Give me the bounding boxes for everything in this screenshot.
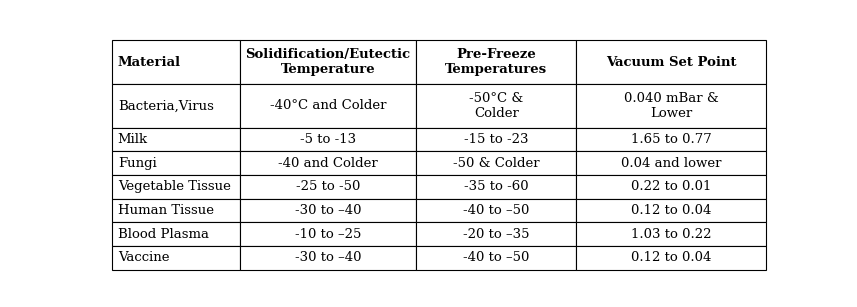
Bar (112, 175, 240, 199)
Text: Material: Material (117, 56, 181, 69)
Text: Bacteria,Virus: Bacteria,Virus (117, 99, 213, 112)
Bar (417, 151, 577, 175)
Text: -30 to –40: -30 to –40 (295, 204, 362, 217)
Bar (577, 84, 766, 128)
Bar (112, 128, 240, 151)
Bar (577, 151, 766, 175)
Text: 0.12 to 0.04: 0.12 to 0.04 (631, 204, 711, 217)
Text: -50°C &
Colder: -50°C & Colder (470, 92, 524, 120)
Bar (577, 41, 766, 84)
Bar (417, 175, 577, 199)
Bar (112, 84, 240, 128)
Bar (240, 128, 417, 151)
Text: Blood Plasma: Blood Plasma (117, 228, 209, 241)
Text: 0.12 to 0.04: 0.12 to 0.04 (631, 251, 711, 264)
Bar (577, 128, 766, 151)
Text: Vaccine: Vaccine (117, 251, 169, 264)
Text: 0.22 to 0.01: 0.22 to 0.01 (631, 181, 711, 193)
Text: -40 to –50: -40 to –50 (464, 251, 530, 264)
Text: -20 to –35: -20 to –35 (463, 228, 530, 241)
Bar (112, 222, 240, 246)
Bar (112, 199, 240, 222)
Bar (417, 199, 577, 222)
Text: -35 to -60: -35 to -60 (464, 181, 529, 193)
Text: Fungi: Fungi (117, 157, 157, 170)
Text: Human Tissue: Human Tissue (117, 204, 213, 217)
Text: Vegetable Tissue: Vegetable Tissue (117, 181, 231, 193)
Text: -5 to -13: -5 to -13 (300, 133, 357, 146)
Bar (417, 128, 577, 151)
Bar (240, 84, 417, 128)
Bar (417, 41, 577, 84)
Text: -50 & Colder: -50 & Colder (453, 157, 540, 170)
Text: -40°C and Colder: -40°C and Colder (270, 99, 387, 112)
Bar (112, 246, 240, 270)
Text: 0.04 and lower: 0.04 and lower (621, 157, 722, 170)
Bar (240, 246, 417, 270)
Text: Vacuum Set Point: Vacuum Set Point (606, 56, 736, 69)
Bar (240, 41, 417, 84)
Bar (577, 246, 766, 270)
Text: Pre-Freeze
Temperatures: Pre-Freeze Temperatures (446, 48, 548, 76)
Text: -30 to –40: -30 to –40 (295, 251, 362, 264)
Bar (417, 246, 577, 270)
Text: -10 to –25: -10 to –25 (295, 228, 362, 241)
Text: -25 to -50: -25 to -50 (296, 181, 360, 193)
Bar (577, 199, 766, 222)
Bar (112, 41, 240, 84)
Text: Milk: Milk (117, 133, 148, 146)
Bar (240, 151, 417, 175)
Text: -40 to –50: -40 to –50 (464, 204, 530, 217)
Text: Solidification/Eutectic
Temperature: Solidification/Eutectic Temperature (246, 48, 411, 76)
Text: -15 to -23: -15 to -23 (464, 133, 529, 146)
Text: -40 and Colder: -40 and Colder (279, 157, 378, 170)
Bar (240, 175, 417, 199)
Text: 1.65 to 0.77: 1.65 to 0.77 (631, 133, 711, 146)
Bar (577, 175, 766, 199)
Text: 0.040 mBar &
Lower: 0.040 mBar & Lower (624, 92, 719, 120)
Bar (417, 84, 577, 128)
Bar (577, 222, 766, 246)
Bar (240, 222, 417, 246)
Bar (240, 199, 417, 222)
Bar (417, 222, 577, 246)
Text: 1.03 to 0.22: 1.03 to 0.22 (631, 228, 711, 241)
Bar (112, 151, 240, 175)
